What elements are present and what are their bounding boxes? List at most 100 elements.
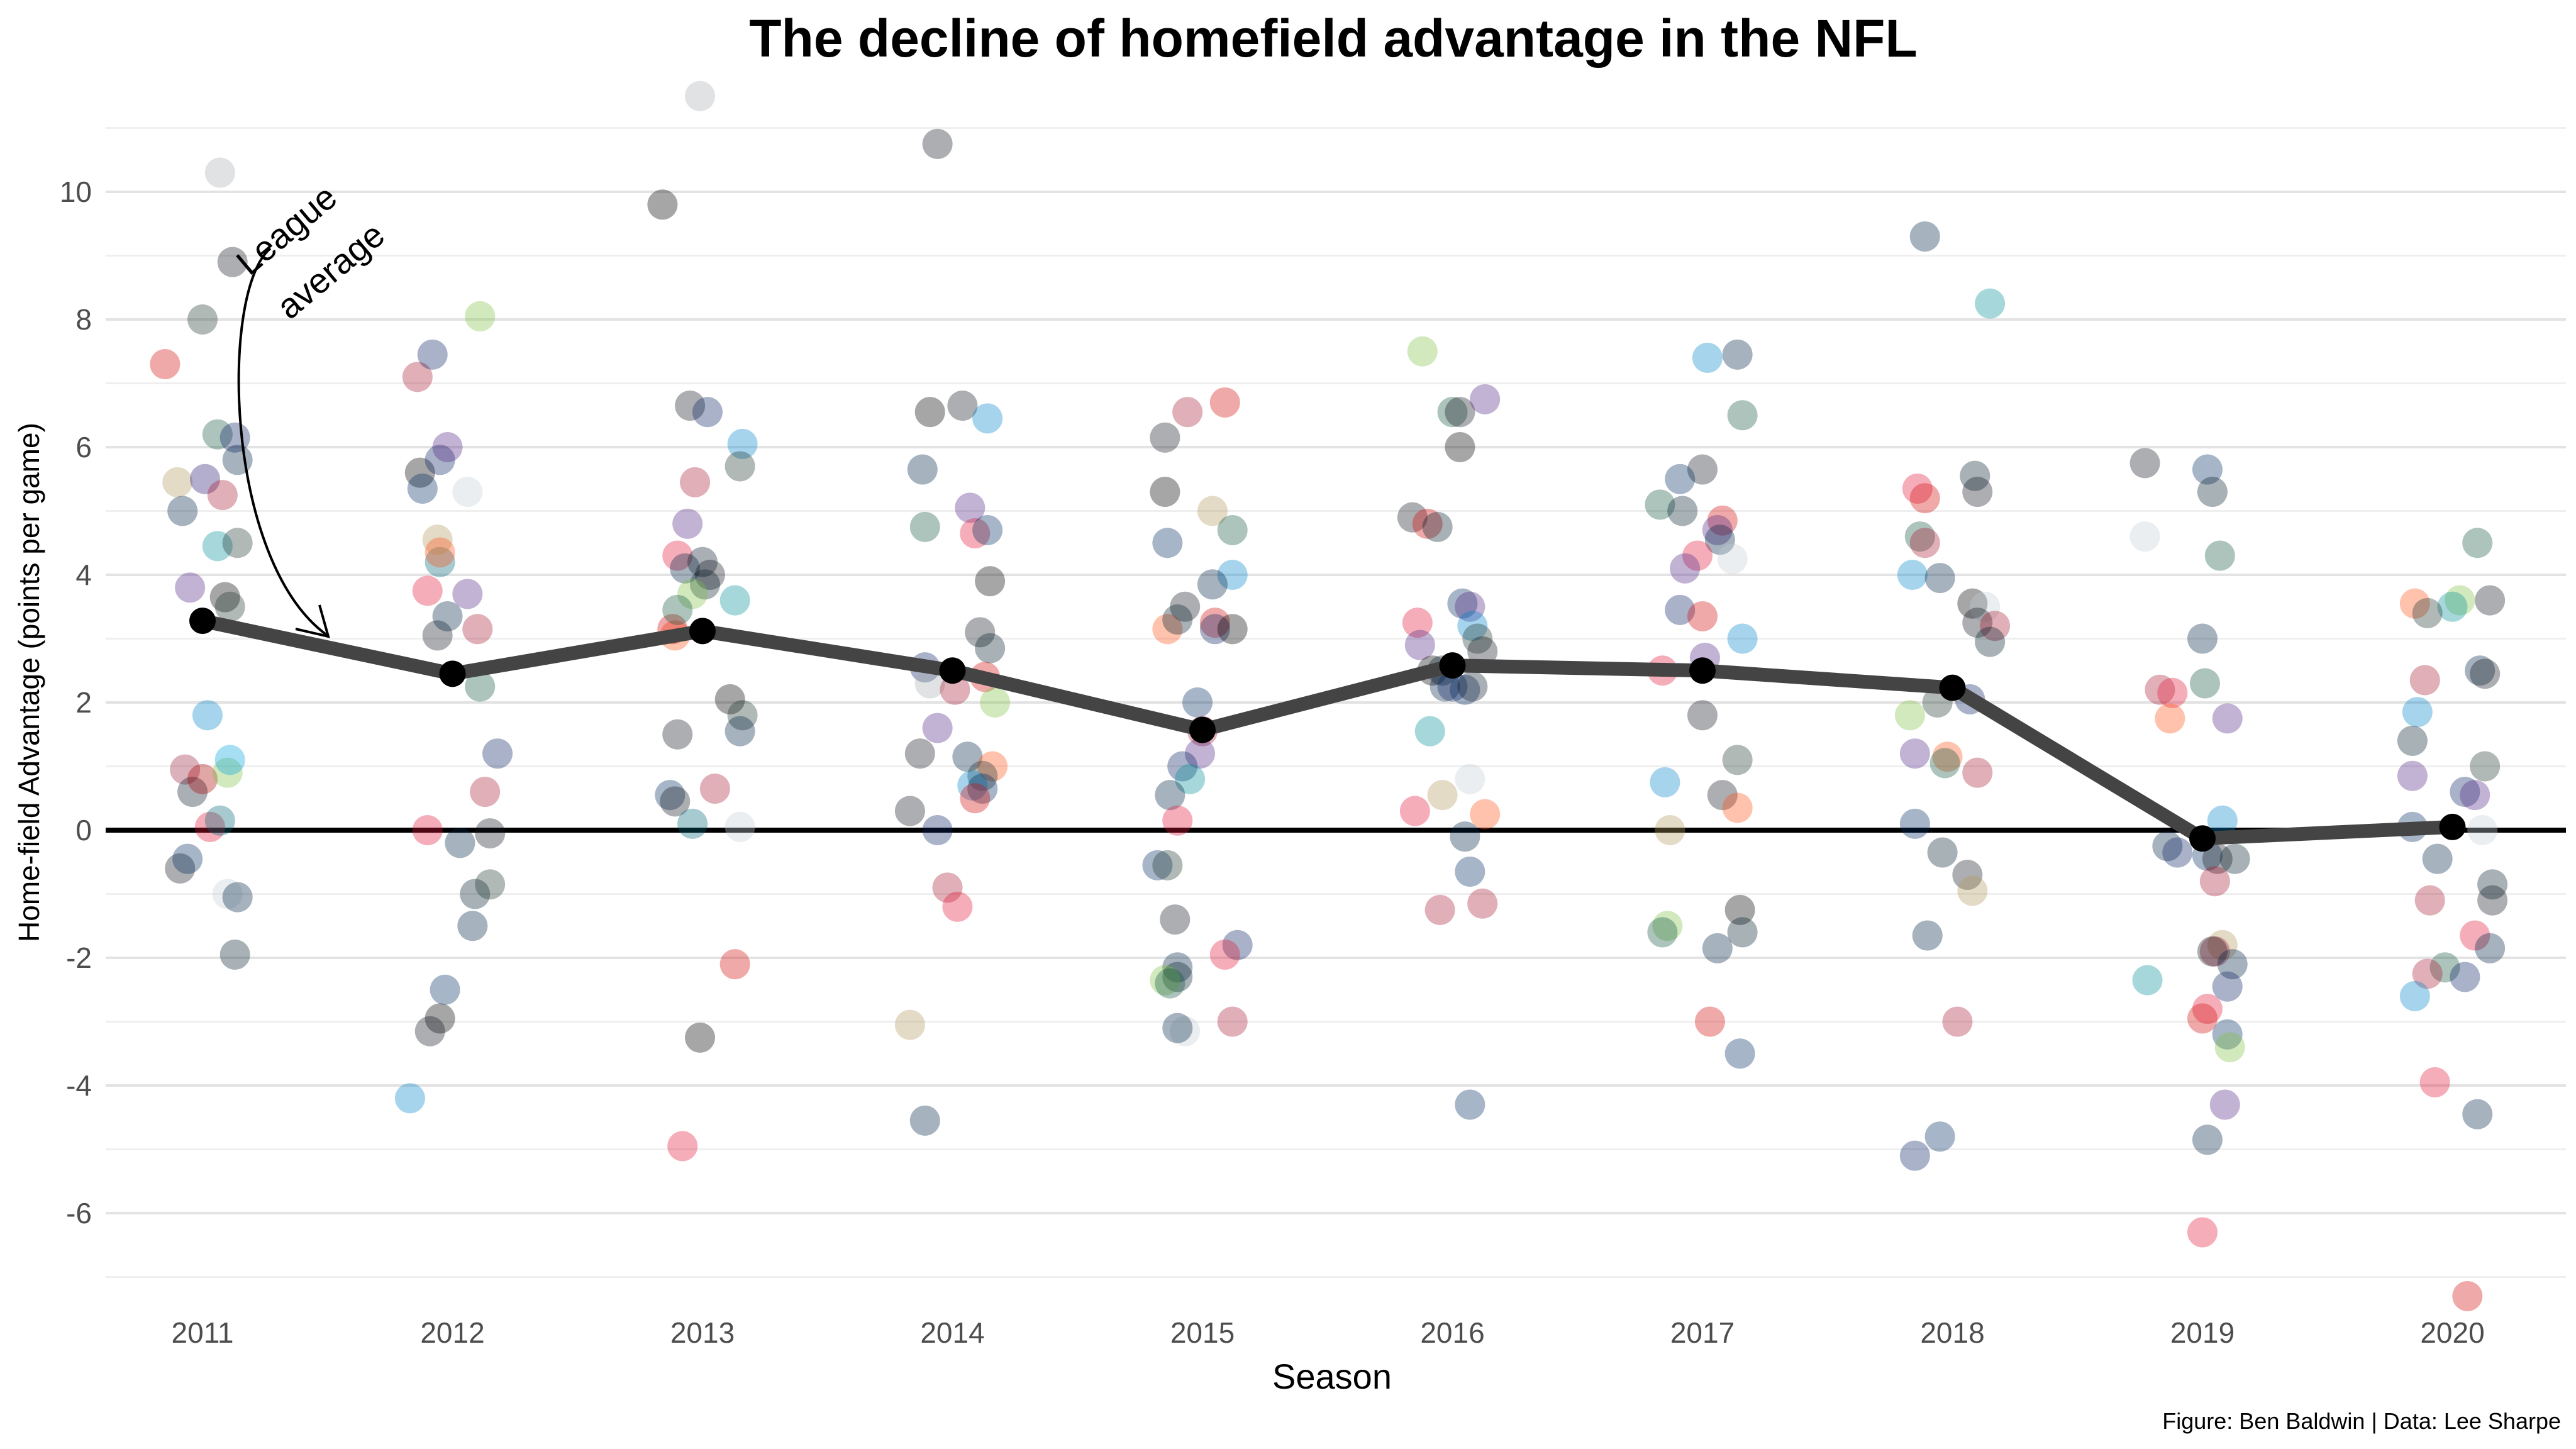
team-point — [1457, 671, 1488, 702]
team-point — [662, 594, 693, 625]
team-point — [417, 339, 448, 370]
team-point — [1209, 939, 1240, 970]
team-point — [1152, 614, 1183, 645]
team-point — [430, 974, 460, 1005]
team-point — [1727, 917, 1758, 948]
team-point — [952, 741, 983, 772]
team-point — [2414, 885, 2445, 916]
team-point — [2467, 815, 2498, 845]
team-point — [1470, 384, 1501, 414]
team-point — [914, 668, 945, 699]
team-point — [187, 763, 218, 794]
team-point — [714, 684, 745, 714]
team-point — [1455, 591, 1485, 622]
team-point — [2437, 591, 2468, 622]
team-point — [1170, 591, 1201, 622]
team-point — [1450, 674, 1480, 705]
team-point — [1467, 636, 1498, 667]
team-point — [214, 591, 245, 622]
team-point — [2212, 703, 2243, 734]
team-point — [1924, 563, 1955, 594]
team-point — [1437, 671, 1468, 702]
team-point — [2212, 971, 2243, 1002]
team-point — [727, 700, 758, 731]
team-point — [214, 745, 245, 775]
team-point — [1455, 763, 1485, 794]
team-point — [2192, 454, 2223, 485]
team-point — [1422, 511, 1453, 542]
team-point — [1645, 489, 1675, 520]
team-point — [475, 869, 506, 900]
team-point — [2419, 1067, 2450, 1097]
team-point — [2162, 837, 2193, 868]
x-tick-label: 2016 — [1420, 1316, 1484, 1349]
team-point — [432, 432, 463, 462]
team-point — [1694, 1006, 1725, 1037]
team-point — [907, 454, 938, 485]
team-point — [977, 751, 1008, 782]
team-point — [1899, 738, 1930, 769]
team-point — [445, 828, 475, 858]
league-average-points — [189, 608, 2466, 852]
team-point — [1445, 432, 1475, 462]
team-point — [1924, 1121, 1955, 1152]
league-average-point — [1689, 657, 1716, 684]
team-point — [2460, 780, 2490, 811]
team-point — [1152, 850, 1183, 880]
team-point — [960, 783, 991, 814]
team-point — [2475, 933, 2506, 963]
team-point — [1682, 540, 1713, 571]
team-point — [1217, 560, 1248, 590]
team-point — [967, 774, 998, 804]
team-point — [1162, 1013, 1193, 1043]
team-point — [2187, 1217, 2218, 1248]
league-average-point — [1189, 716, 1216, 743]
team-point — [2197, 477, 2228, 508]
team-point — [724, 716, 755, 747]
team-point — [1724, 1038, 1755, 1069]
team-point — [922, 128, 953, 159]
team-point — [2462, 1099, 2493, 1130]
team-point — [1894, 700, 1925, 731]
team-point — [1155, 780, 1185, 811]
team-point — [202, 531, 233, 562]
team-point — [1150, 422, 1180, 453]
team-point — [2152, 831, 2183, 862]
team-point — [687, 547, 718, 577]
annotation-arrowhead — [295, 604, 330, 638]
y-tick-label: 2 — [75, 686, 92, 719]
team-point — [172, 843, 203, 874]
team-point — [2460, 920, 2490, 951]
y-tick-label: -4 — [66, 1069, 92, 1102]
team-point — [967, 760, 998, 791]
league-average-point — [1439, 652, 1466, 679]
team-point — [1707, 505, 1738, 536]
team-point — [677, 579, 708, 609]
y-tick-labels: -6 -4 -2 0 2 4 6 8 10 — [60, 175, 92, 1230]
team-point — [1970, 591, 2001, 622]
team-point — [1927, 837, 1958, 868]
team-point — [425, 445, 455, 475]
team-point — [150, 349, 180, 380]
team-point — [1650, 767, 1680, 797]
team-point — [1929, 748, 1960, 779]
team-point — [1175, 763, 1206, 794]
team-point — [957, 770, 988, 801]
team-point — [1909, 483, 1940, 514]
x-tick-label: 2019 — [2170, 1316, 2235, 1349]
league-average-point — [2189, 825, 2216, 852]
team-point — [425, 1003, 455, 1034]
team-point — [462, 614, 493, 645]
team-point — [2145, 674, 2175, 705]
team-point — [2187, 1003, 2218, 1034]
team-point — [660, 786, 691, 817]
team-point — [724, 811, 755, 842]
team-point — [1687, 700, 1718, 731]
team-point — [2192, 1124, 2223, 1155]
team-point — [1430, 671, 1460, 702]
y-tick-label: 0 — [75, 814, 92, 847]
x-tick-label: 2012 — [420, 1316, 484, 1349]
team-point — [2189, 668, 2220, 699]
team-point — [1962, 477, 1993, 508]
